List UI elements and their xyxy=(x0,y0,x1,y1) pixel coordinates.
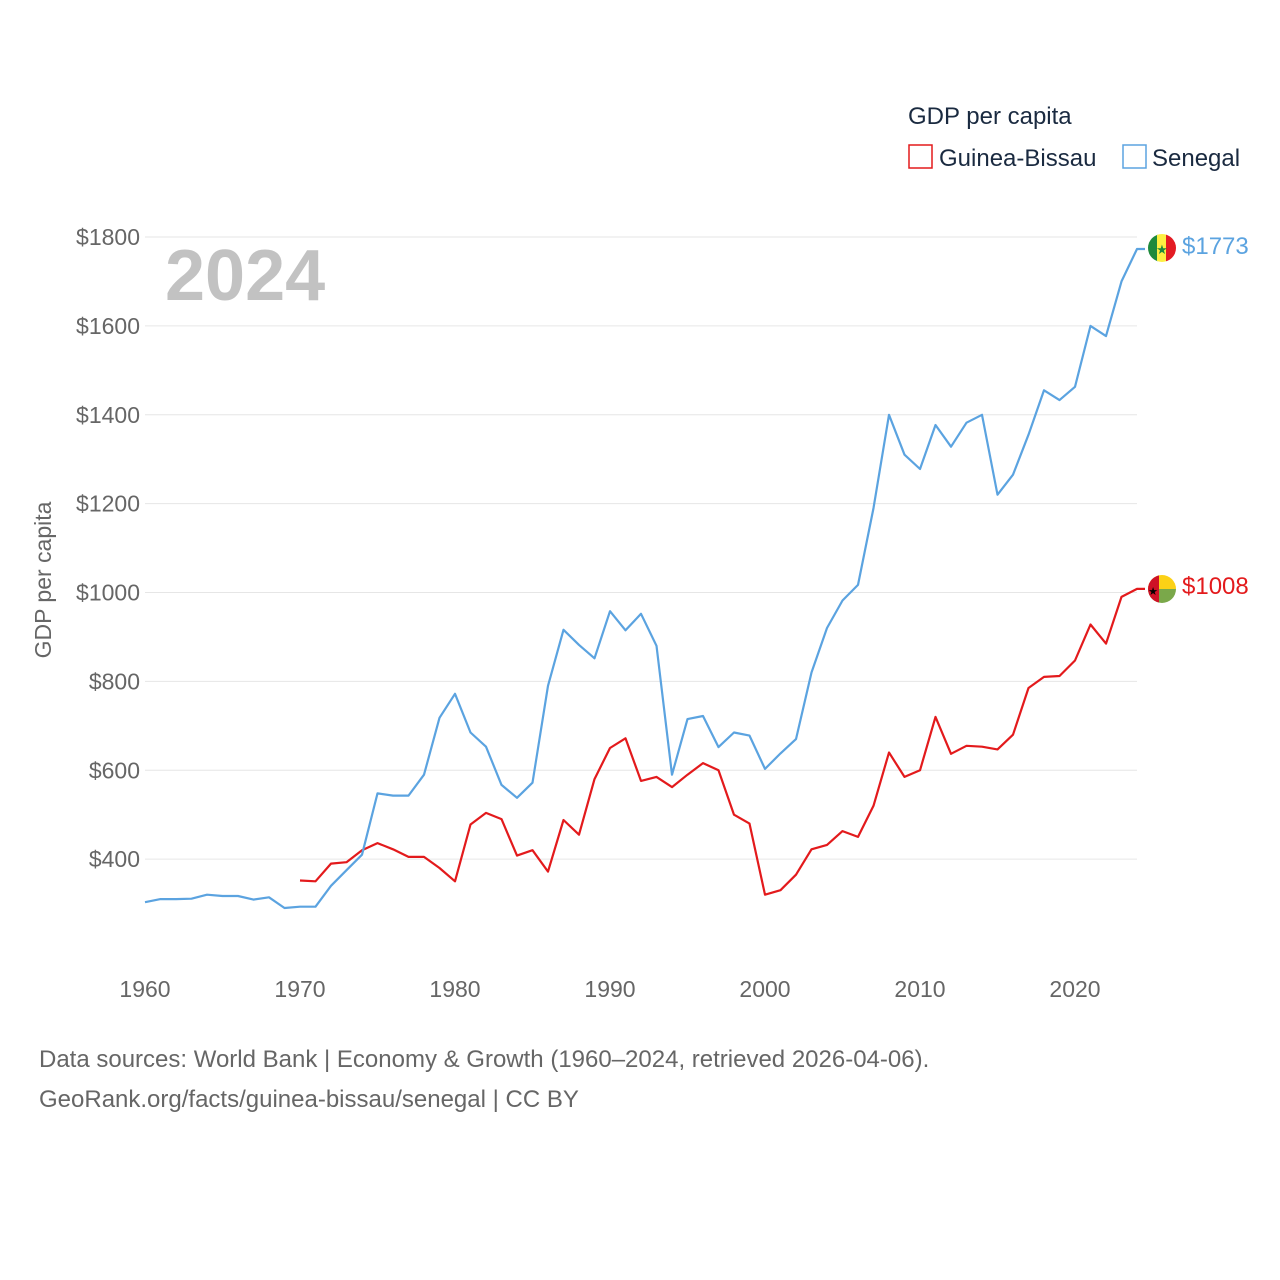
y-axis-ticks: $400 $600 $800 $1000 $1200 $1400 $1600 $1800 xyxy=(76,224,140,872)
senegal-end-label: $1773 xyxy=(1182,233,1249,260)
svg-text:★: ★ xyxy=(1156,242,1168,257)
legend-swatch-senegal xyxy=(1122,144,1147,169)
legend-swatch-guinea-bissau xyxy=(908,144,933,169)
y-tick-label: $1800 xyxy=(76,224,140,250)
guinea-bissau-flag-icon: ★ xyxy=(1148,575,1176,603)
x-axis-ticks: 1960 1970 1980 1990 2000 2010 2020 xyxy=(119,976,1100,1002)
series-lines xyxy=(144,247,1145,910)
series-line-guinea-bissau xyxy=(299,587,1145,896)
x-tick-label: 1970 xyxy=(274,976,325,1002)
y-tick-label: $1000 xyxy=(76,580,140,606)
y-tick-label: $600 xyxy=(89,757,140,783)
y-tick-label: $400 xyxy=(89,846,140,872)
x-tick-label: 2010 xyxy=(894,976,945,1002)
x-tick-label: 2020 xyxy=(1049,976,1100,1002)
svg-text:★: ★ xyxy=(1148,586,1158,598)
legend: GDP per capita Guinea-Bissau Senegal xyxy=(908,103,1240,172)
x-tick-label: 2000 xyxy=(739,976,790,1002)
footer: Data sources: World Bank | Economy & Gro… xyxy=(39,1040,929,1120)
series-line-senegal xyxy=(144,247,1145,910)
y-tick-label: $1200 xyxy=(76,491,140,517)
y-tick-label: $800 xyxy=(89,668,140,694)
guinea-bissau-end-label: $1008 xyxy=(1182,573,1249,600)
y-tick-label: $1600 xyxy=(76,313,140,339)
legend-title: GDP per capita xyxy=(908,103,1072,130)
x-tick-label: 1980 xyxy=(429,976,480,1002)
year-label: 2024 xyxy=(165,236,325,316)
senegal-flag-icon: ★ xyxy=(1148,234,1176,262)
y-tick-label: $1400 xyxy=(76,402,140,428)
x-tick-label: 1960 xyxy=(119,976,170,1002)
gridlines xyxy=(145,236,1137,860)
x-tick-label: 1990 xyxy=(584,976,635,1002)
y-axis-title: GDP per capita xyxy=(30,501,56,658)
legend-label-guinea-bissau: Guinea-Bissau xyxy=(939,145,1096,172)
footer-attribution: GeoRank.org/facts/guinea-bissau/senegal … xyxy=(39,1086,579,1113)
legend-label-senegal: Senegal xyxy=(1152,145,1240,172)
footer-sources: Data sources: World Bank | Economy & Gro… xyxy=(39,1046,930,1073)
